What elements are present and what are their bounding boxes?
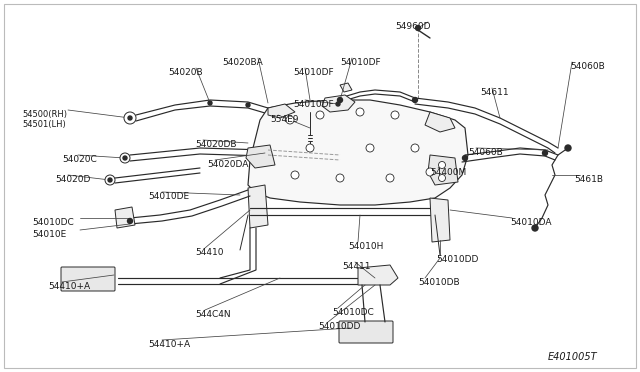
Text: 54020C: 54020C: [62, 155, 97, 164]
Circle shape: [463, 155, 467, 160]
Text: 54010DA: 54010DA: [510, 218, 552, 227]
Text: 54060B: 54060B: [570, 62, 605, 71]
Text: 54020B: 54020B: [168, 68, 203, 77]
Text: 54010DE: 54010DE: [148, 192, 189, 201]
Text: 54010DC: 54010DC: [32, 218, 74, 227]
Circle shape: [366, 144, 374, 152]
Polygon shape: [358, 265, 398, 285]
Polygon shape: [268, 104, 295, 118]
Circle shape: [108, 178, 112, 182]
Polygon shape: [248, 185, 268, 228]
Circle shape: [438, 161, 445, 169]
Text: 54010E: 54010E: [32, 230, 67, 239]
Polygon shape: [428, 155, 458, 185]
Text: 54500(RH): 54500(RH): [22, 110, 67, 119]
Text: 5461B: 5461B: [574, 175, 603, 184]
Circle shape: [124, 112, 136, 124]
Polygon shape: [322, 95, 355, 112]
Circle shape: [123, 156, 127, 160]
Circle shape: [336, 102, 340, 106]
Circle shape: [120, 153, 130, 163]
Circle shape: [336, 174, 344, 182]
Polygon shape: [115, 207, 135, 228]
Circle shape: [411, 144, 419, 152]
Polygon shape: [246, 145, 275, 168]
Text: E401005T: E401005T: [548, 352, 598, 362]
Circle shape: [543, 151, 547, 155]
Circle shape: [565, 145, 571, 151]
Circle shape: [208, 101, 212, 105]
Circle shape: [386, 174, 394, 182]
Text: 54010DF: 54010DF: [293, 68, 333, 77]
Text: 54410: 54410: [195, 248, 223, 257]
Text: 54010DF: 54010DF: [340, 58, 381, 67]
Text: 54020D: 54020D: [55, 175, 90, 184]
Text: 54020DA: 54020DA: [207, 160, 248, 169]
Circle shape: [105, 175, 115, 185]
FancyBboxPatch shape: [339, 321, 393, 343]
Polygon shape: [248, 100, 468, 205]
Circle shape: [337, 97, 342, 103]
Circle shape: [246, 103, 250, 107]
Text: 54611: 54611: [480, 88, 509, 97]
Text: 54960D: 54960D: [395, 22, 431, 31]
Circle shape: [306, 144, 314, 152]
Circle shape: [426, 168, 434, 176]
Text: 54020BA: 54020BA: [222, 58, 263, 67]
Polygon shape: [430, 198, 450, 242]
Text: 54010DB: 54010DB: [418, 278, 460, 287]
Text: 54010DF: 54010DF: [293, 100, 333, 109]
Text: 54010H: 54010H: [348, 242, 383, 251]
Circle shape: [286, 116, 294, 124]
Text: 54020DB: 54020DB: [195, 140, 237, 149]
Text: 54411: 54411: [342, 262, 371, 271]
Circle shape: [438, 174, 445, 182]
Text: 54501(LH): 54501(LH): [22, 120, 66, 129]
Circle shape: [391, 111, 399, 119]
Circle shape: [415, 26, 420, 31]
Text: 54010DD: 54010DD: [436, 255, 478, 264]
Text: 54060B: 54060B: [468, 148, 503, 157]
Text: 554E9: 554E9: [270, 115, 298, 124]
Circle shape: [316, 111, 324, 119]
Text: 54410+A: 54410+A: [48, 282, 90, 291]
Circle shape: [413, 97, 417, 103]
Text: 54400M: 54400M: [430, 168, 467, 177]
Circle shape: [532, 225, 538, 231]
FancyBboxPatch shape: [61, 267, 115, 291]
Circle shape: [127, 218, 132, 224]
Text: 544C4N: 544C4N: [195, 310, 230, 319]
Circle shape: [356, 108, 364, 116]
Circle shape: [128, 116, 132, 120]
Text: 54010DC: 54010DC: [332, 308, 374, 317]
Text: 54010DD: 54010DD: [318, 322, 360, 331]
Polygon shape: [340, 83, 352, 92]
Polygon shape: [425, 112, 455, 132]
Text: 54410+A: 54410+A: [148, 340, 190, 349]
Circle shape: [291, 171, 299, 179]
